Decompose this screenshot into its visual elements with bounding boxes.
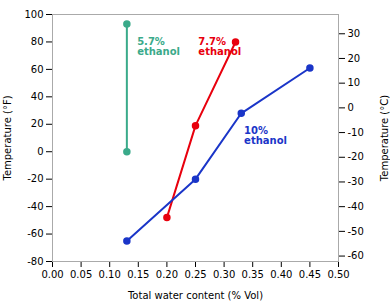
- svg-text:0.35: 0.35: [242, 269, 264, 280]
- svg-text:0: 0: [37, 146, 43, 157]
- svg-text:0.30: 0.30: [213, 269, 235, 280]
- svg-text:60: 60: [31, 64, 44, 75]
- svg-text:100: 100: [24, 9, 43, 20]
- svg-text:-30: -30: [348, 176, 364, 187]
- svg-text:Total water content (% Vol): Total water content (% Vol): [127, 290, 263, 301]
- svg-text:20: 20: [31, 118, 44, 129]
- svg-text:0.20: 0.20: [156, 269, 178, 280]
- svg-text:0: 0: [348, 102, 354, 113]
- svg-text:-40: -40: [27, 201, 43, 212]
- svg-text:0.05: 0.05: [70, 269, 92, 280]
- svg-text:-40: -40: [348, 201, 364, 212]
- svg-text:20: 20: [348, 53, 361, 64]
- svg-text:-60: -60: [348, 250, 364, 261]
- svg-text:0.50: 0.50: [327, 269, 349, 280]
- svg-text:10: 10: [348, 77, 361, 88]
- svg-text:0.00: 0.00: [41, 269, 63, 280]
- svg-text:80: 80: [31, 36, 44, 47]
- svg-text:-50: -50: [348, 226, 364, 237]
- svg-text:0.45: 0.45: [299, 269, 321, 280]
- svg-text:-10: -10: [348, 127, 364, 138]
- svg-text:7.7%ethanol: 7.7%ethanol: [198, 36, 241, 57]
- svg-text:0.10: 0.10: [99, 269, 121, 280]
- svg-text:-80: -80: [27, 256, 43, 267]
- svg-text:-20: -20: [348, 151, 364, 162]
- svg-text:Temperature (°F): Temperature (°F): [2, 95, 13, 181]
- svg-text:10%ethanol: 10%ethanol: [244, 125, 287, 146]
- svg-text:5.7%ethanol: 5.7%ethanol: [137, 36, 180, 57]
- svg-text:0.25: 0.25: [184, 269, 206, 280]
- svg-text:30: 30: [348, 28, 361, 39]
- svg-text:-20: -20: [27, 173, 43, 184]
- svg-text:-60: -60: [27, 228, 43, 239]
- svg-text:0.40: 0.40: [270, 269, 292, 280]
- svg-text:40: 40: [31, 91, 44, 102]
- svg-text:Temperature (°C): Temperature (°C): [379, 95, 390, 182]
- svg-text:0.15: 0.15: [127, 269, 149, 280]
